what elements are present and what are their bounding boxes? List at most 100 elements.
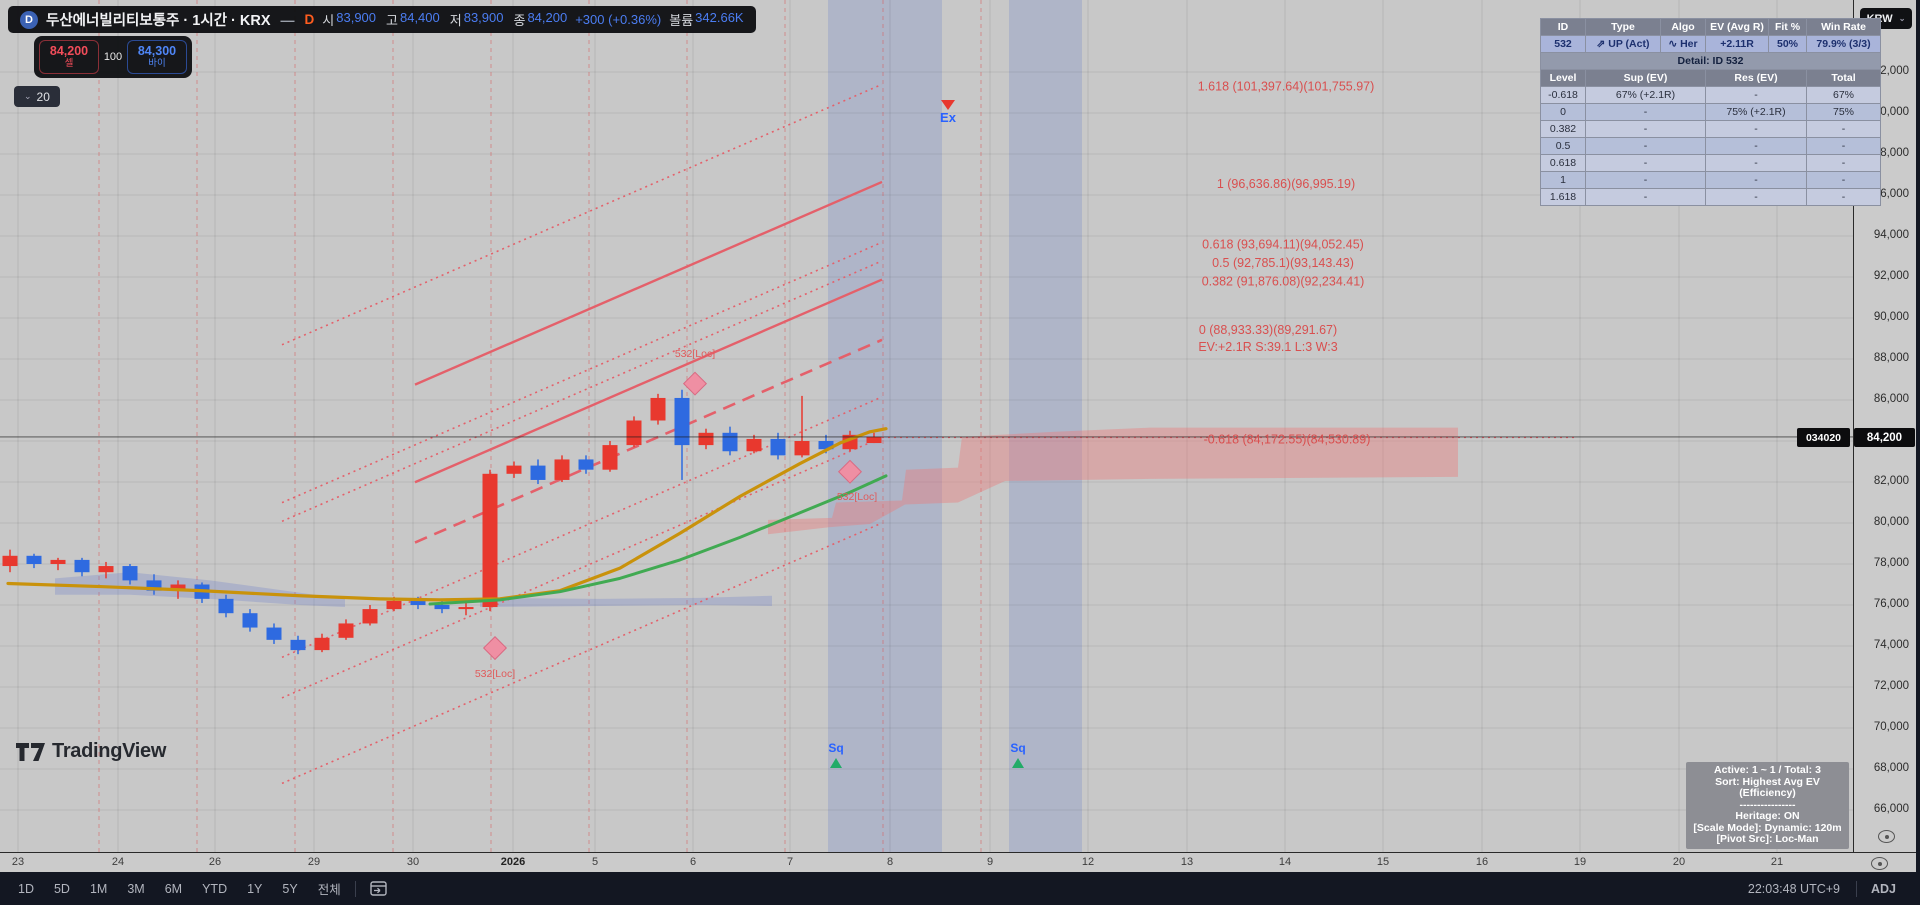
cell: 67% <box>1806 86 1881 104</box>
time-axis-label: 15 <box>1376 856 1390 868</box>
symbol-title[interactable]: 두산에너빌리티보통주 · 1시간 · KRX <box>46 13 271 29</box>
detail-data-row: -0.618 67% (+2.1R) -67% <box>1540 86 1881 104</box>
candle <box>434 605 450 610</box>
pink-cloud <box>768 427 1458 535</box>
cell: 79.9% (3/3) <box>1806 35 1881 53</box>
stats-header-row: ID Type Algo EV (Avg R) Fit % Win Rate <box>1540 18 1881 36</box>
range-button-5y[interactable]: 5Y <box>282 881 298 896</box>
cell: - <box>1585 103 1706 121</box>
square-signal-triangle-icon <box>830 758 842 768</box>
quantity-field[interactable]: 100 <box>103 51 123 63</box>
symbol-legend[interactable]: D 두산에너빌리티보통주 · 1시간 · KRX — D 시 83,900 고 84,… <box>8 6 756 33</box>
cell: 0 <box>1540 103 1586 121</box>
candle <box>362 609 378 624</box>
range-button-1d[interactable]: 1D <box>18 881 34 896</box>
price-axis-label: 86,000 <box>1873 393 1909 405</box>
go-to-date-button[interactable] <box>360 880 397 897</box>
exit-triangle-icon <box>941 100 955 110</box>
price-axis-label: 90,000 <box>1873 311 1909 323</box>
legend-minimize-icon[interactable]: — <box>280 11 295 28</box>
candle <box>746 438 762 452</box>
cell: - <box>1806 188 1881 206</box>
cell: Type <box>1585 18 1661 36</box>
calendar-icon <box>370 881 387 896</box>
range-button-ytd[interactable]: YTD <box>202 881 228 896</box>
pivot-diamond-marker <box>837 459 863 484</box>
cell: 50% <box>1768 35 1807 53</box>
candle <box>410 600 426 605</box>
detail-data-row: 1.618- - - <box>1540 188 1881 206</box>
range-button-1y[interactable]: 1Y <box>247 881 263 896</box>
stats-value-row: 532 ⇗ UP (Act) ∿ Her +2.11R 50% 79.9% (3/3) <box>1540 35 1881 53</box>
ohlc-item: 종 84,200 <box>513 10 568 28</box>
symbol-logo-icon: D <box>20 10 38 29</box>
range-button-6m[interactable]: 6M <box>164 881 183 896</box>
tradingview-logo[interactable]: TradingView <box>16 740 166 763</box>
cell: Win Rate <box>1806 18 1881 36</box>
price-axis-label: 82,000 <box>1873 475 1909 487</box>
candle <box>26 555 42 564</box>
cell: 1.618 <box>1540 188 1586 206</box>
clock[interactable]: 22:03:48 UTC+9 <box>1747 881 1840 896</box>
detail-data-row: 1--- <box>1540 171 1881 189</box>
fib-channel-line <box>281 522 883 785</box>
fib-level-label: 0 (88,933.33)(89,291.67) <box>1199 323 1337 337</box>
time-axis-label: 24 <box>111 856 125 868</box>
detail-data-row: 0.618- - - <box>1540 154 1881 172</box>
candle <box>578 459 594 470</box>
fib-channel-line <box>414 278 883 484</box>
exit-label: Ex <box>940 110 957 125</box>
ohlc-item: 저 83,900 <box>449 10 504 28</box>
volume: 볼륨 342.66K <box>669 10 744 28</box>
price-axis-settings-icon[interactable] <box>1878 830 1895 843</box>
cell: 0.618 <box>1540 154 1586 172</box>
price-axis-label: 74,000 <box>1873 639 1909 651</box>
trade-panel: 84,200 셀 100 84,300 바이 <box>34 36 192 78</box>
time-axis-label: 29 <box>307 856 321 868</box>
range-button-3m[interactable]: 3M <box>127 881 145 896</box>
adjusted-toggle[interactable]: ADJ <box>1870 881 1896 896</box>
time-axis[interactable]: 23 24 26 29 30 2026 5 6 7 8 9 12 13 14 15 16 19 20 21 <box>0 852 1916 873</box>
sell-button[interactable]: 84,200 셀 <box>39 40 99 74</box>
divider <box>1855 880 1857 897</box>
candle <box>50 559 66 564</box>
time-axis-label: 9 <box>986 856 994 868</box>
cell: - <box>1705 120 1807 138</box>
candle <box>146 580 162 591</box>
cell: ∿ Her <box>1660 35 1706 53</box>
time-axis-label: 21 <box>1770 856 1784 868</box>
candle <box>506 465 522 474</box>
candlestick-chart[interactable]: 1.618 (101,397.64)(101,755.97) 1 (96,636.… <box>0 0 1853 852</box>
range-button-1m[interactable]: 1M <box>89 881 108 896</box>
info-line: ---------------- <box>1739 798 1796 811</box>
range-button-5d[interactable]: 5D <box>53 881 70 896</box>
cell: - <box>1705 171 1807 189</box>
range-selector: 1D 5D 1M 3M 6M YTD 1Y 5Y 전체 <box>0 879 351 898</box>
cell: - <box>1585 137 1706 155</box>
time-axis-label: 23 <box>11 856 25 868</box>
cell: - <box>1806 171 1881 189</box>
candle <box>242 613 258 628</box>
fib-level-label: EV:+2.1R S:39.1 L:3 W:3 <box>1198 340 1337 354</box>
time-axis-settings-icon[interactable] <box>1871 857 1888 870</box>
range-button-전체[interactable]: 전체 <box>317 883 341 897</box>
cell: - <box>1705 154 1807 172</box>
buy-button[interactable]: 84,300 바이 <box>126 40 187 74</box>
time-axis-label: 7 <box>786 856 794 868</box>
candle <box>458 607 474 610</box>
candle <box>650 397 666 421</box>
fib-channel-line <box>281 436 883 699</box>
cell: Res (EV) <box>1705 69 1807 87</box>
cell: - <box>1806 137 1881 155</box>
cell: - <box>1585 171 1706 189</box>
price-change: +300 (+0.36%) <box>575 12 662 27</box>
candle <box>530 465 546 480</box>
info-line: Sort: Highest Avg EV (Efficiency) <box>1715 775 1820 799</box>
indicator-collapse-button[interactable]: ⌄ 20 <box>14 86 60 107</box>
price-axis-label: 92,000 <box>1873 270 1909 282</box>
cell: - <box>1585 154 1706 172</box>
pivot-id-label: 532[Loc] <box>675 348 715 360</box>
time-axis-label: 16 <box>1475 856 1489 868</box>
fib-channel-line <box>281 260 883 523</box>
